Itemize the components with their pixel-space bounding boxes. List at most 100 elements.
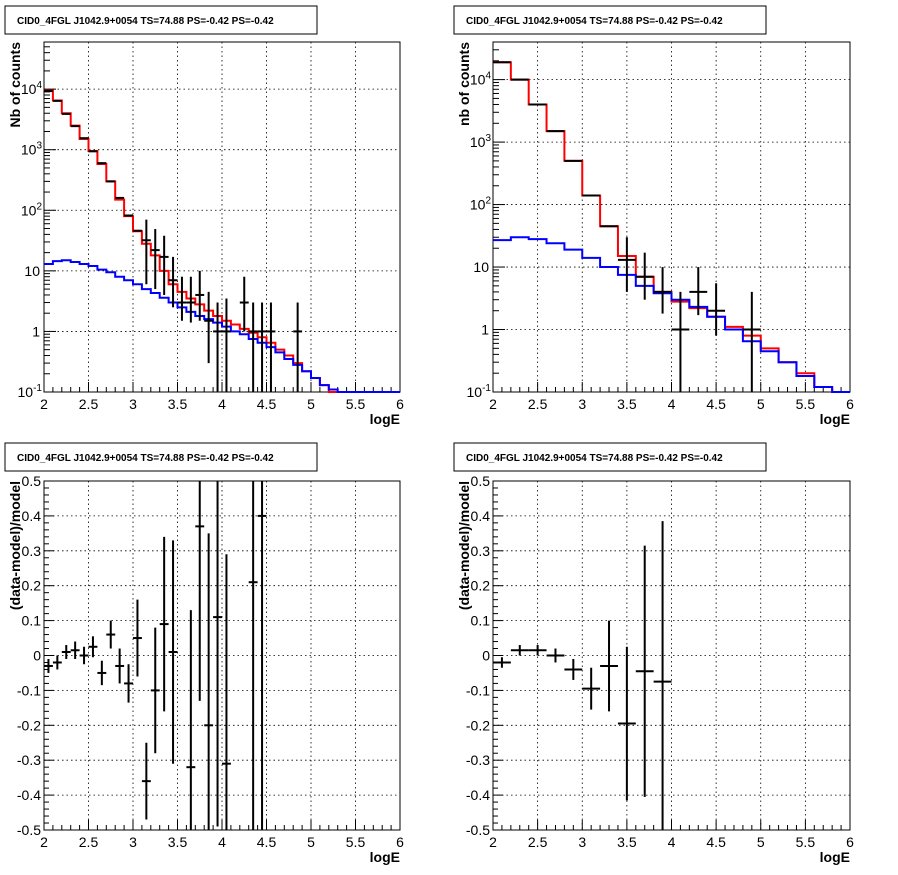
title-box	[4, 442, 318, 472]
chart-panel-1: CID0_4FGL J1042.9+0054 TS=74.88 PS=-0.42…	[4, 5, 404, 427]
x-tick-label: 6	[396, 396, 404, 412]
x-tick-label: 4	[668, 834, 676, 850]
x-tick-label: 3.5	[168, 396, 188, 412]
x-tick-label: 3	[129, 396, 137, 412]
y-tick-label: 0.5	[22, 473, 42, 489]
data-point	[293, 302, 303, 392]
data-point	[546, 648, 565, 663]
y-tick-label: -0.1	[466, 682, 490, 698]
data-point	[159, 235, 169, 295]
x-tick-label: 6	[846, 834, 854, 850]
y-tick-label: 0	[482, 648, 490, 664]
data-point	[133, 599, 142, 677]
x-tick-label: 2.5	[528, 396, 548, 412]
y-tick-label: -0.5	[466, 822, 490, 838]
x-tick-label: 2	[40, 396, 48, 412]
data-point	[689, 267, 708, 316]
data-point	[582, 667, 601, 710]
y-axis-label: nb of counts	[456, 42, 472, 126]
x-axis-label: logE	[820, 411, 850, 427]
chart-title: CID0_4FGL J1042.9+0054 TS=74.88 PS=-0.42…	[17, 453, 274, 464]
chart-title: CID0_4FGL J1042.9+0054 TS=74.88 PS=-0.42…	[466, 453, 723, 464]
data-point	[44, 658, 53, 673]
x-tick-label: 6	[846, 396, 854, 412]
x-tick-label: 5.5	[796, 396, 816, 412]
y-tick-label: -0.4	[17, 787, 41, 803]
x-axis-label: logE	[370, 411, 400, 427]
x-tick-label: 5.5	[796, 834, 816, 850]
x-tick-label: 2.5	[79, 834, 99, 850]
data-point	[70, 641, 80, 659]
data-point	[564, 658, 583, 680]
title-box	[4, 5, 318, 35]
data-point	[79, 646, 89, 665]
data-point	[248, 302, 258, 392]
chart-title: CID0_4FGL J1042.9+0054 TS=74.88 PS=-0.42…	[466, 16, 723, 27]
y-tick-label: 0.3	[471, 543, 491, 559]
x-tick-label: 3.5	[168, 834, 188, 850]
data-point	[177, 276, 187, 321]
y-tick-label: 1	[481, 322, 489, 338]
x-tick-label: 2.5	[79, 396, 99, 412]
y-tick-label: 102	[470, 196, 492, 213]
data-point	[213, 302, 222, 392]
y-tick-label: -0.1	[17, 682, 41, 698]
title-box	[453, 442, 767, 472]
chart-panel-2: CID0_4FGL J1042.9+0054 TS=74.88 PS=-0.42…	[453, 5, 854, 427]
data-point	[97, 660, 107, 686]
x-tick-label: 5.5	[346, 396, 366, 412]
y-tick-label: 10	[24, 263, 40, 279]
data-point	[635, 252, 654, 300]
data-point	[493, 657, 511, 668]
data-point	[248, 481, 258, 830]
y-tick-label: 10-1	[18, 383, 43, 400]
y-tick-label: 0.2	[22, 578, 42, 594]
y-tick-label: 0.4	[22, 508, 42, 524]
data-point	[239, 276, 249, 332]
title-box	[453, 5, 767, 35]
data-point	[600, 620, 618, 712]
x-tick-label: 5	[307, 396, 315, 412]
x-tick-label: 4.5	[706, 834, 726, 850]
x-tick-label: 2	[489, 396, 497, 412]
y-tick-label: 0.5	[471, 473, 491, 489]
data-point	[617, 237, 636, 292]
data-point	[653, 267, 672, 314]
y-tick-label: -0.2	[466, 717, 490, 733]
y-tick-label: 0.1	[22, 613, 42, 629]
x-tick-label: 3	[129, 834, 137, 850]
data-point	[222, 298, 231, 392]
x-tick-label: 3.5	[617, 396, 637, 412]
data-point	[52, 655, 62, 670]
data-point	[124, 664, 133, 703]
y-tick-label: 103	[21, 141, 43, 158]
y-tick-label: 102	[21, 201, 43, 218]
data-point	[141, 219, 151, 285]
x-tick-label: 4.5	[706, 396, 726, 412]
data-point	[528, 645, 547, 656]
data-point	[168, 540, 178, 764]
y-tick-label: -0.3	[466, 752, 490, 768]
data-point	[257, 481, 267, 830]
data-point	[707, 283, 726, 336]
data-point	[150, 229, 160, 290]
data-point	[106, 620, 116, 649]
x-tick-label: 2.5	[528, 834, 548, 850]
y-tick-label: -0.4	[466, 787, 490, 803]
x-tick-label: 6	[396, 834, 404, 850]
data-point	[653, 521, 672, 830]
y-tick-label: 0.4	[471, 508, 491, 524]
y-axis-label: Nb of counts	[7, 42, 23, 128]
data-point	[671, 291, 690, 392]
y-axis-label: (data-model)/model	[456, 481, 472, 610]
data-point	[635, 545, 654, 797]
data-point	[115, 648, 125, 684]
x-tick-label: 4.5	[257, 396, 277, 412]
data-point	[88, 636, 98, 658]
data-point	[61, 645, 71, 659]
x-axis-label: logE	[820, 849, 850, 865]
model-background-line	[44, 259, 400, 393]
x-tick-label: 5	[757, 396, 765, 412]
y-tick-label: 103	[470, 133, 492, 150]
